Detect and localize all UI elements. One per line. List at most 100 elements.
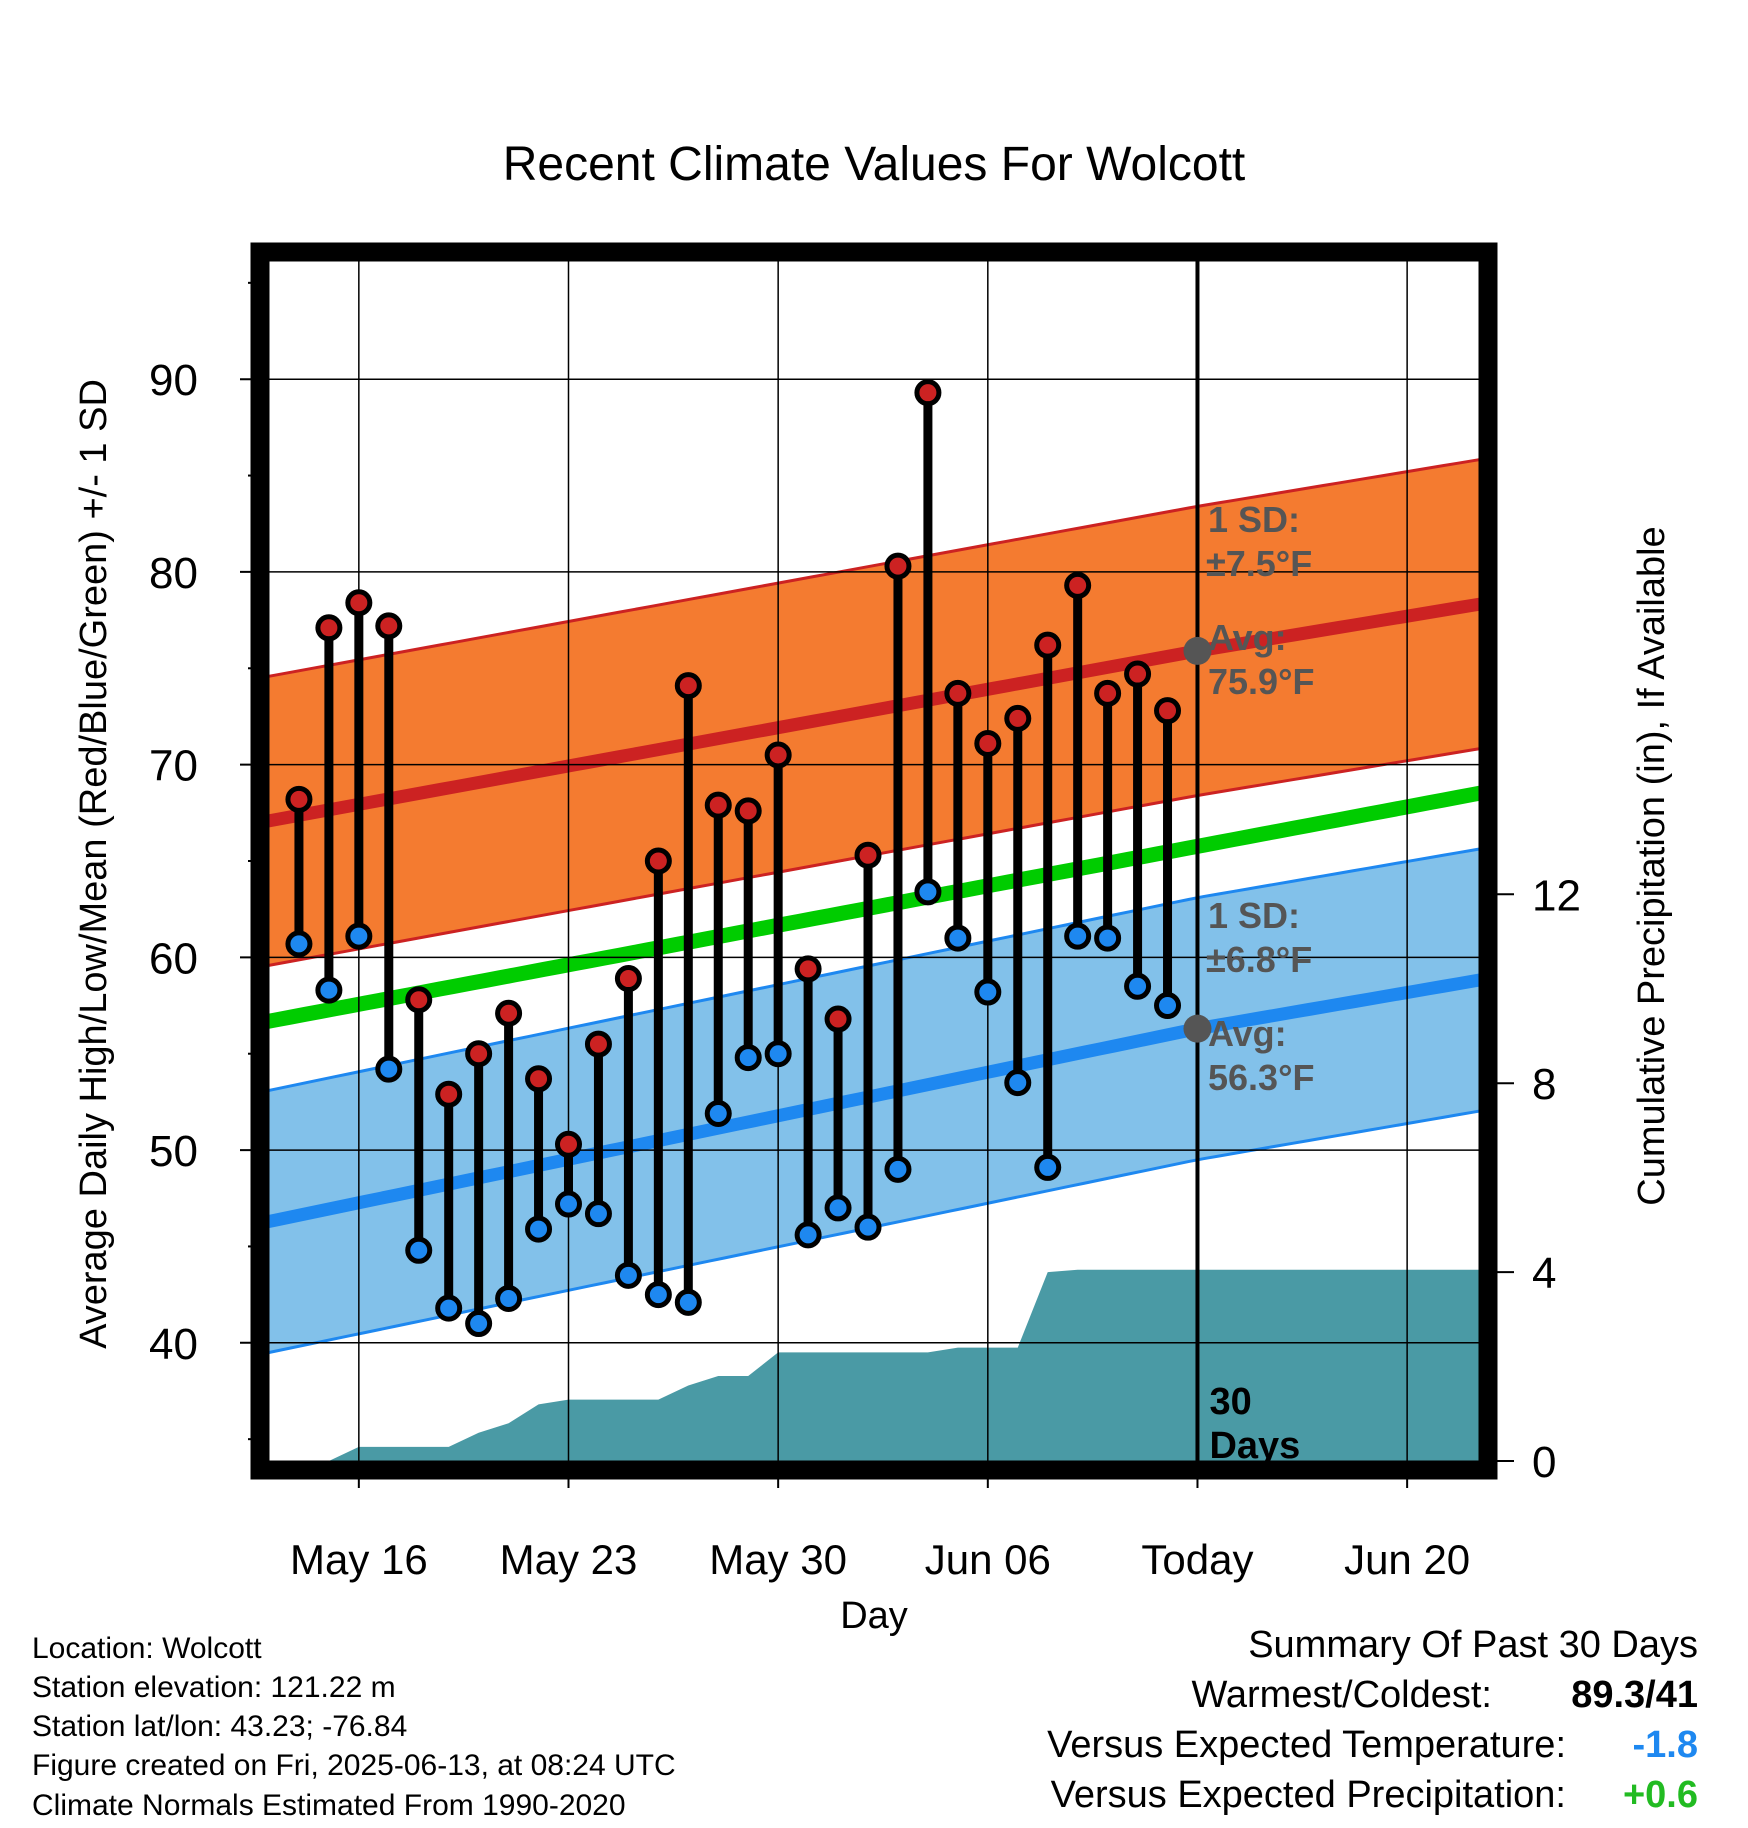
high-point-2	[345, 589, 373, 617]
low-point-6	[465, 1310, 493, 1338]
low-point-25	[1034, 1153, 1062, 1181]
today-high-avg-marker	[1183, 636, 1212, 665]
low-normal-band-upper-edge	[260, 846, 1488, 1094]
high-avg-label: Avg:	[1208, 617, 1287, 658]
info-created: Figure created on Fri, 2025-06-13, at 08…	[32, 1749, 676, 1782]
summary-temp-label: Versus Expected Temperature:	[1047, 1724, 1566, 1766]
low-point-2	[345, 922, 373, 950]
low-point-9	[554, 1190, 582, 1218]
chart-title: Recent Climate Values For Wolcott	[503, 138, 1246, 191]
high-normal-band-upper-edge	[260, 456, 1488, 680]
summary-title: Summary Of Past 30 Days	[1248, 1624, 1698, 1666]
low-point-17	[794, 1221, 822, 1249]
high-point-8	[525, 1065, 553, 1093]
summary-temp-value: -1.8	[1632, 1724, 1698, 1766]
high-point-26	[1064, 571, 1092, 599]
low-point-10	[584, 1200, 612, 1228]
high-point-1	[315, 614, 343, 642]
y2-tick-label-0: 0	[1532, 1438, 1556, 1487]
y-tick-label-0: 40	[149, 1320, 198, 1369]
low-normal-mean-line	[260, 972, 1488, 1230]
low-annotation: 1 SD: ±6.8°F Avg: 56.3°F	[1206, 895, 1314, 1098]
high-sd-label: 1 SD:	[1208, 499, 1300, 540]
high-point-12	[644, 847, 672, 875]
y2-tick-label-2: 8	[1532, 1060, 1556, 1109]
y-axis-label: Average Daily High/Low/Mean (Red/Blue/Gr…	[73, 379, 115, 1349]
low-sd-label: 1 SD:	[1208, 895, 1300, 936]
y-tick-label-2: 60	[149, 934, 198, 983]
low-point-26	[1064, 922, 1092, 950]
low-point-11	[614, 1261, 642, 1289]
info-normals: Climate Normals Estimated From 1990-2020	[32, 1789, 626, 1822]
high-point-15	[734, 797, 762, 825]
low-point-3	[375, 1055, 403, 1083]
y-tick-label-5: 90	[149, 356, 198, 405]
today-days-label-line-0: 30	[1209, 1381, 1251, 1423]
today-days-label-line-1: Days	[1209, 1425, 1300, 1467]
high-point-17	[794, 955, 822, 983]
summary-warm-cold-label: Warmest/Coldest:	[1191, 1674, 1492, 1716]
y2-tick-label-3: 12	[1532, 871, 1581, 920]
x-axis-label: Day	[840, 1595, 908, 1637]
high-point-24	[1004, 704, 1032, 732]
high-point-14	[704, 791, 732, 819]
today-days-label: 30 Days	[1209, 1381, 1300, 1467]
x-tick-label-4: Today	[1141, 1536, 1253, 1583]
high-sd-value: ±7.5°F	[1206, 543, 1312, 584]
low-point-18	[824, 1194, 852, 1222]
high-point-10	[584, 1030, 612, 1058]
low-point-15	[734, 1044, 762, 1072]
low-point-14	[704, 1099, 732, 1127]
high-point-5	[435, 1080, 463, 1108]
high-point-22	[944, 679, 972, 707]
high-point-27	[1094, 679, 1122, 707]
high-point-13	[674, 672, 702, 700]
info-location: Location: Wolcott	[32, 1632, 262, 1665]
low-point-13	[674, 1288, 702, 1316]
plot-frame	[250, 242, 1498, 1480]
low-point-12	[644, 1281, 672, 1309]
y-tick-label-4: 80	[149, 549, 198, 598]
high-point-23	[974, 729, 1002, 757]
high-point-28	[1124, 660, 1152, 688]
high-point-19	[854, 841, 882, 869]
low-point-0	[285, 930, 313, 958]
high-avg-value: 75.9°F	[1208, 661, 1314, 702]
high-point-7	[495, 999, 523, 1027]
today-low-avg-marker	[1183, 1014, 1212, 1043]
y2-axis-label: Cumulative Precipitation (in), If Availa…	[1631, 526, 1673, 1205]
daily-mean-normal-line	[260, 784, 1488, 1031]
low-point-24	[1004, 1069, 1032, 1097]
low-avg-label: Avg:	[1208, 1013, 1287, 1054]
x-tick-label-5: Jun 20	[1344, 1536, 1470, 1583]
high-point-25	[1034, 631, 1062, 659]
low-sd-value: ±6.8°F	[1206, 939, 1312, 980]
low-point-16	[764, 1040, 792, 1068]
summary-precip-value: +0.6	[1622, 1774, 1698, 1816]
summary-warm-cold-value: 89.3/41	[1571, 1674, 1698, 1716]
x-tick-label-2: May 30	[709, 1536, 847, 1583]
low-point-7	[495, 1284, 523, 1312]
y-tick-label-1: 50	[149, 1127, 198, 1176]
low-point-23	[974, 978, 1002, 1006]
high-point-4	[405, 986, 433, 1014]
low-point-28	[1124, 972, 1152, 1000]
low-point-19	[854, 1213, 882, 1241]
low-point-5	[435, 1294, 463, 1322]
high-point-16	[764, 741, 792, 769]
x-tick-label-3: Jun 06	[925, 1536, 1051, 1583]
info-latlon: Station lat/lon: 43.23; -76.84	[32, 1710, 408, 1743]
low-point-8	[525, 1215, 553, 1243]
low-avg-value: 56.3°F	[1208, 1057, 1314, 1098]
low-point-29	[1154, 992, 1182, 1020]
high-normal-mean-line	[260, 596, 1488, 829]
x-tick-label-0: May 16	[290, 1536, 428, 1583]
high-point-29	[1154, 697, 1182, 725]
info-elevation: Station elevation: 121.22 m	[32, 1671, 396, 1704]
x-tick-label-1: May 23	[500, 1536, 638, 1583]
high-point-0	[285, 785, 313, 813]
high-point-6	[465, 1040, 493, 1068]
low-point-21	[914, 878, 942, 906]
high-point-11	[614, 965, 642, 993]
